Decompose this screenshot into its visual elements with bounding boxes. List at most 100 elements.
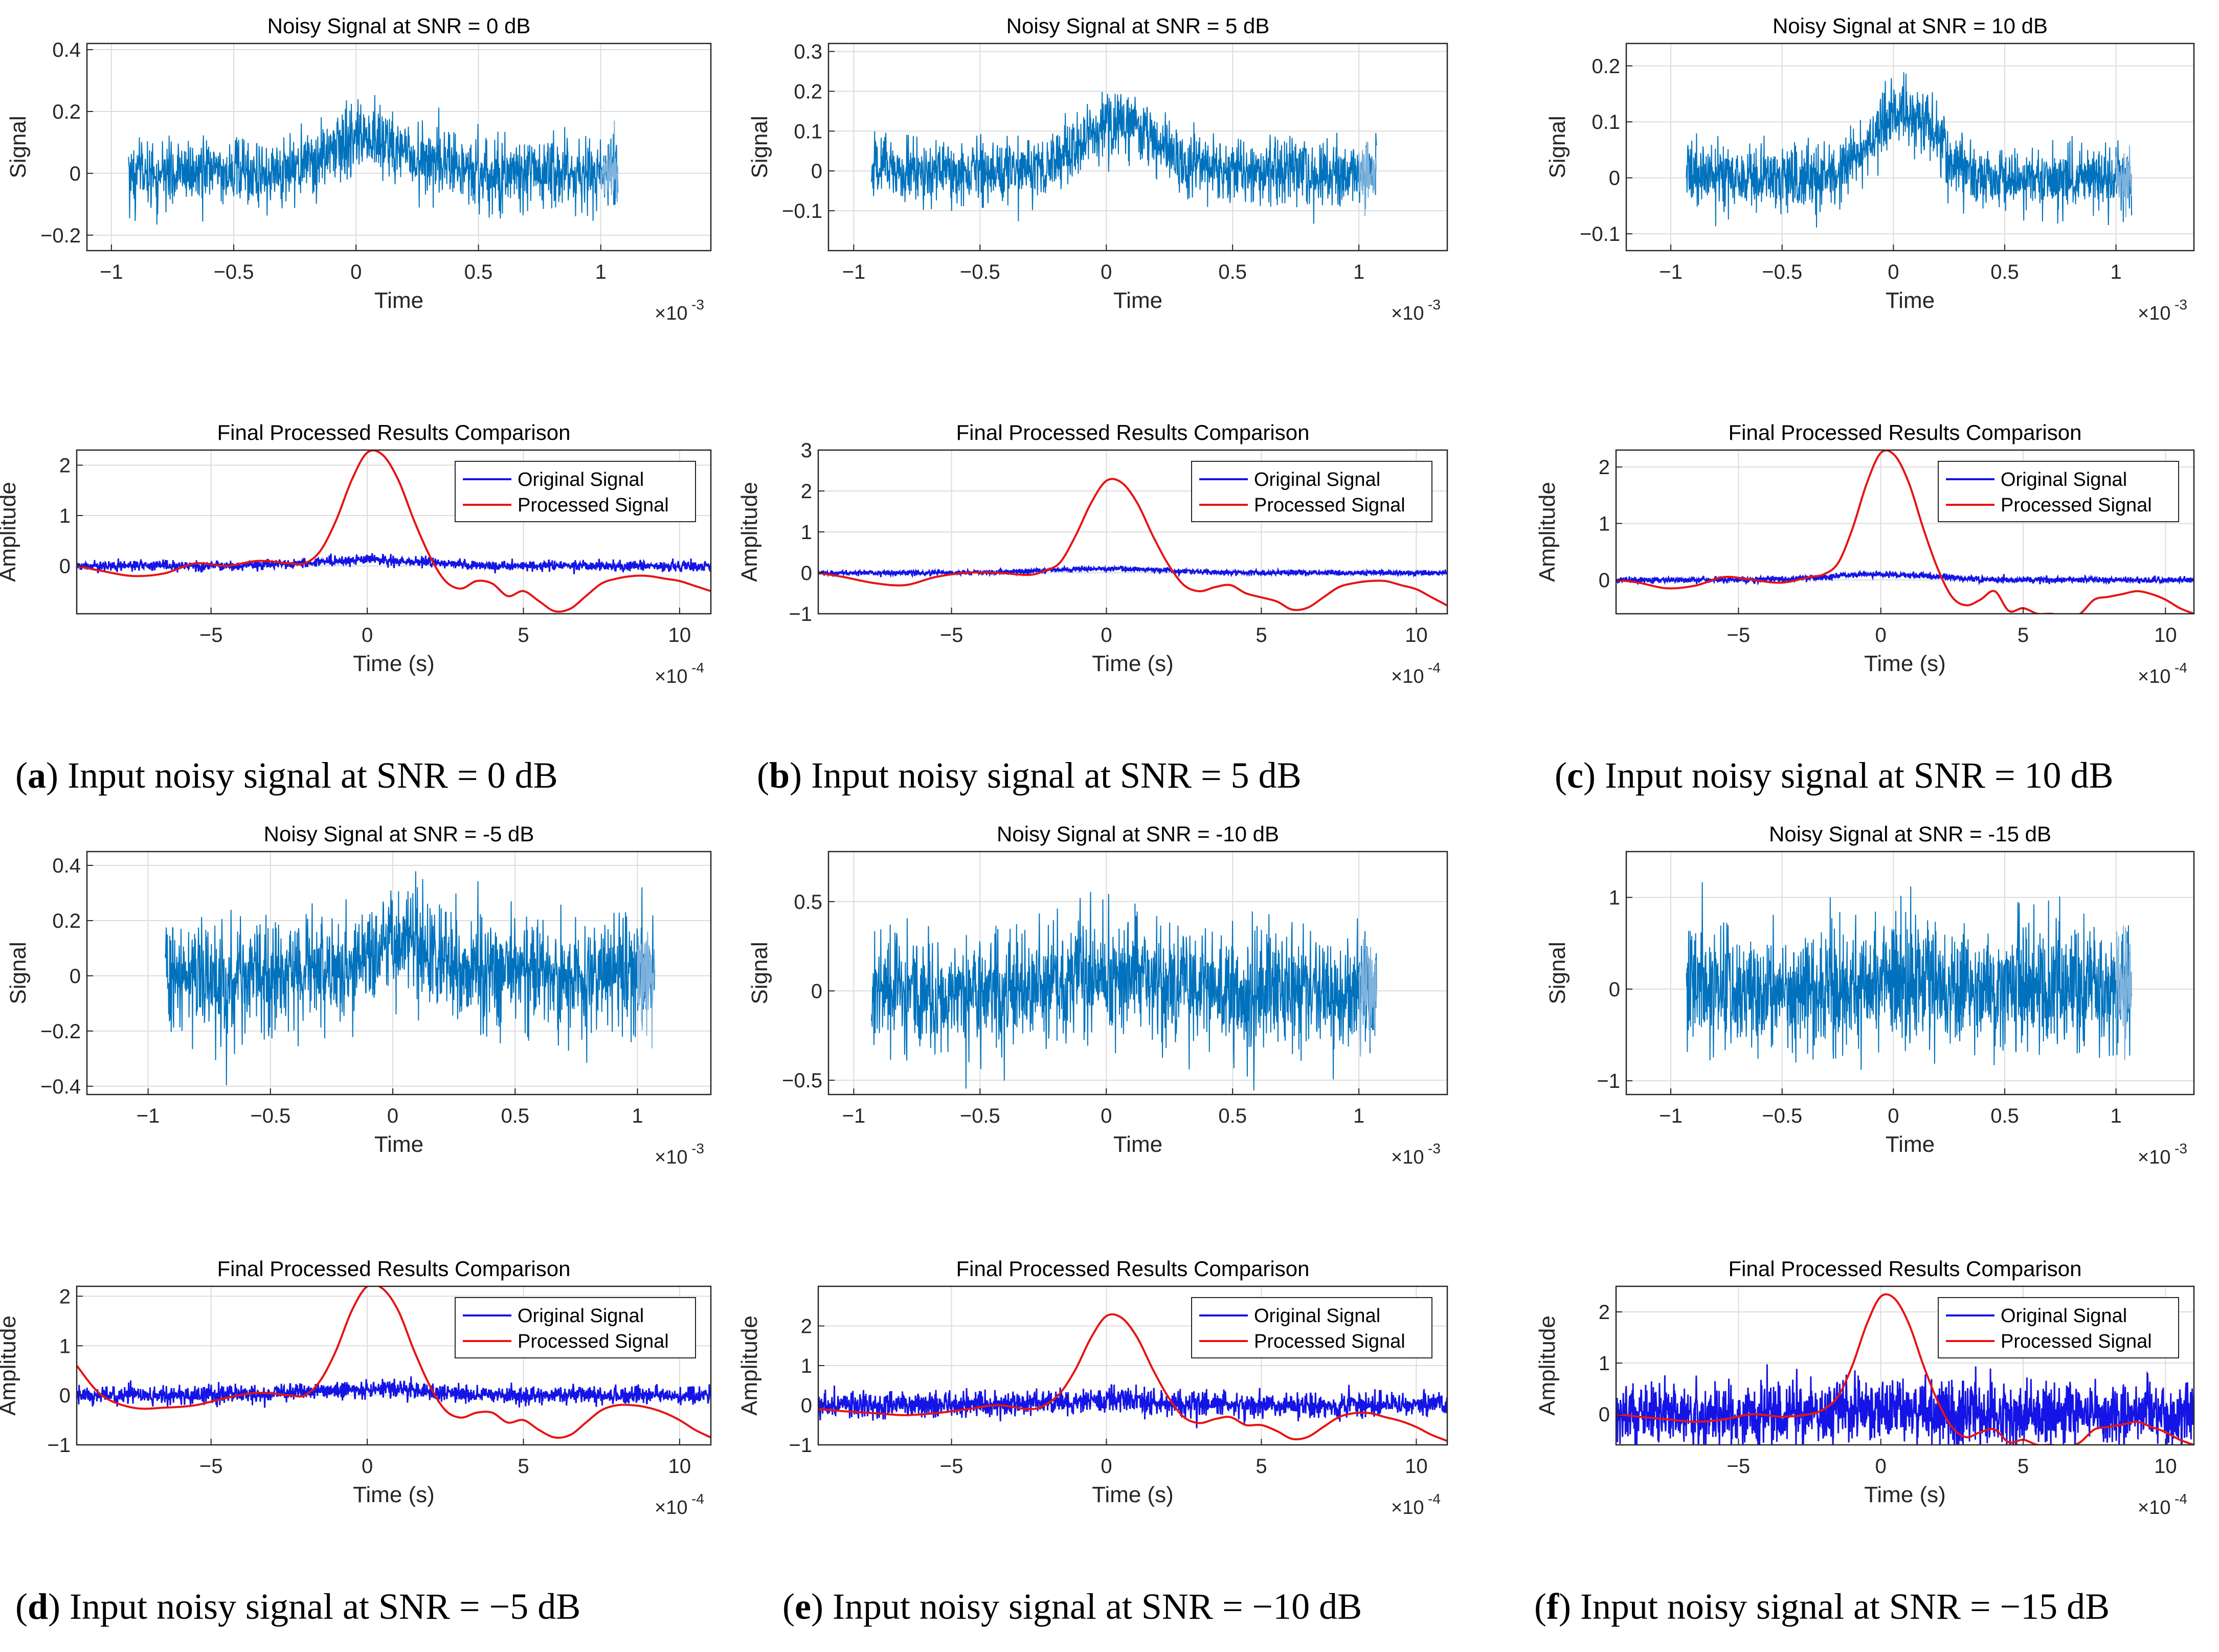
processed-b-xtick-label-0: −5 [940,624,963,646]
noisy-b-ytick-label-1: 0 [811,160,822,183]
caption-f: (f) Input noisy signal at SNR = −15 dB [1534,1586,2110,1627]
processed-d-axes-frame [76,1285,712,1446]
noisy-b-ytick-label-2: 0.1 [794,120,822,143]
noisy-f-ytick-label-0: −1 [1597,1070,1620,1092]
processed-d-ytick-label-1: 0 [59,1385,71,1407]
processed-a-xtick-label-2: 5 [518,624,529,646]
noisy-d-exponent-base: ×10 [655,1147,687,1168]
processed-c-xtick-label-1: 0 [1875,624,1887,646]
processed-b-title: Final Processed Results Comparison [956,420,1310,444]
noisy-a-xtick-label-4: 1 [595,261,607,283]
noisy-e-xtick-label-2: 0 [1101,1105,1112,1127]
panel-c: −1 −0.5 0 0.5 1 −0.1 0 0.1 0.2 Noisy Signal at SN… [1535,14,2195,687]
noisy-f-xtick-label-0: −1 [1659,1105,1683,1127]
legend-label-original-b: Original Signal [1254,469,1380,490]
processed-a-ytick-label-1: 1 [59,505,71,527]
processed-b-ytick-label-3: 2 [801,480,812,503]
noisy-b-ylabel: Signal [747,116,772,178]
original-signal-line-a [77,553,711,574]
legend-d: Original Signal Processed Signal [455,1297,696,1358]
noisy-e-ytick-label-1: 0 [811,980,822,1002]
legend-label-original-c: Original Signal [2001,469,2127,490]
processed-c-ytick-label-2: 2 [1599,456,1610,479]
processed-c-ytick-label-1: 1 [1599,512,1610,535]
processed-e-exponent-power: -4 [1428,1491,1441,1507]
processed-f-ytick-label-2: 2 [1599,1301,1610,1324]
noisy-f-xlabel: Time [1886,1132,1935,1157]
processed-c-xtick-label-2: 5 [2018,624,2029,646]
noisy-b-xtick-label-4: 1 [1353,261,1364,283]
processed-chart-a: −5 0 5 10 0 1 2 Final Processed Results Compari… [0,420,712,687]
noisy-a-ylabel: Signal [6,116,31,178]
panel-d: −1 −0.5 0 0.5 1 −0.4 −0.2 0 0.2 0.4 Noisy Signal a… [0,822,712,1519]
processed-f-exponent-base: ×10 [2138,1497,2170,1519]
noisy-signal-line-b [871,92,1377,224]
caption-e: (e) Input noisy signal at SNR = −10 dB [782,1586,1362,1627]
original-signal-line-b [818,564,1447,578]
noisy-b-ytick-label-4: 0.3 [794,41,822,63]
noisy-d-xtick-label-3: 0.5 [501,1105,529,1127]
noisy-chart-c: −1 −0.5 0 0.5 1 −0.1 0 0.1 0.2 Noisy Signal at SN… [1545,14,2195,324]
noisy-c-title: Noisy Signal at SNR = 10 dB [1773,14,2048,38]
processed-b-exponent-base: ×10 [1391,666,1424,687]
processed-e-xtick-label-1: 0 [1101,1455,1112,1478]
processed-b-xtick-label-1: 0 [1101,624,1112,646]
noisy-a-xtick-label-3: 0.5 [464,261,493,283]
processed-f-xtick-label-3: 10 [2154,1455,2177,1478]
processed-e-title: Final Processed Results Comparison [956,1257,1310,1281]
legend-label-original-e: Original Signal [1254,1305,1380,1327]
noisy-d-ytick-label-0: −0.4 [40,1076,81,1098]
legend-label-processed-e: Processed Signal [1254,1331,1405,1352]
noisy-a-xtick-label-0: −1 [100,261,123,283]
processed-chart-f: −5 0 5 10 0 1 2 Final Processed Results Compari… [1535,1257,2195,1519]
noisy-d-title: Noisy Signal at SNR = -5 dB [264,822,534,846]
processed-b-ytick-label-1: 0 [801,562,812,585]
legend-label-original-d: Original Signal [518,1305,644,1327]
noisy-d-ytick-label-2: 0 [70,965,81,988]
processed-a-exponent-power: -4 [691,660,704,676]
noisy-a-exponent-base: ×10 [655,303,687,324]
legend-c: Original Signal Processed Signal [1938,461,2179,522]
processed-d-exponent-base: ×10 [655,1497,687,1519]
processed-c-xtick-label-3: 10 [2154,624,2177,646]
processed-b-ylabel: Amplitude [737,482,762,582]
processed-c-xtick-label-0: −5 [1727,624,1751,646]
noisy-d-ytick-label-3: 0.2 [52,910,81,932]
processed-b-xtick-label-3: 10 [1405,624,1428,646]
noisy-f-axes-frame [1625,851,2195,1096]
noisy-d-xlabel: Time [374,1132,423,1157]
noisy-f-xtick-label-2: 0 [1888,1105,1899,1127]
noisy-e-ytick-label-2: 0.5 [794,891,822,913]
noisy-c-xtick-label-4: 1 [2111,261,2122,283]
processed-d-ytick-label-0: −1 [47,1434,71,1457]
noisy-c-ytick-label-1: 0 [1609,167,1620,190]
processed-a-axes-frame [76,449,712,615]
legend-box-a [455,461,696,522]
legend-label-processed-d: Processed Signal [518,1331,669,1352]
noisy-a-ytick-label-3: 0.4 [52,39,81,61]
legend-label-processed-b: Processed Signal [1254,495,1405,516]
processed-d-exponent-power: -4 [691,1491,704,1507]
processed-b-xtick-label-2: 5 [1256,624,1267,646]
noisy-e-xtick-label-0: −1 [842,1105,866,1127]
legend-label-processed-a: Processed Signal [518,495,669,516]
processed-e-ylabel: Amplitude [737,1315,762,1416]
processed-e-xtick-label-3: 10 [1405,1455,1428,1478]
noisy-signal-tail-c [2115,145,2133,217]
noisy-signal-line-f [1686,882,2133,1070]
noisy-a-axes-frame [86,42,712,252]
noisy-c-axes-frame [1625,42,2195,252]
noisy-c-ytick-label-0: −0.1 [1580,223,1620,245]
processed-b-xlabel: Time (s) [1092,651,1174,676]
noisy-chart-f: −1 −0.5 0 0.5 1 −1 0 1 Noisy Signal at SNR = -15… [1545,822,2195,1168]
processed-chart-e: −5 0 5 10 −1 0 1 2 Final Processed Results Compa… [737,1257,1448,1519]
noisy-a-xlabel: Time [374,288,423,313]
caption-d: (d) Input noisy signal at SNR = −5 dB [15,1586,581,1627]
processed-d-xtick-label-2: 5 [518,1455,529,1478]
original-signal-line-f [1616,1364,2194,1445]
legend-box-b [1191,461,1432,522]
processed-f-xtick-label-0: −5 [1727,1455,1751,1478]
noisy-d-axes-frame [86,851,712,1096]
legend-box-c [1938,461,2179,522]
noisy-c-ytick-label-3: 0.2 [1592,55,1620,78]
